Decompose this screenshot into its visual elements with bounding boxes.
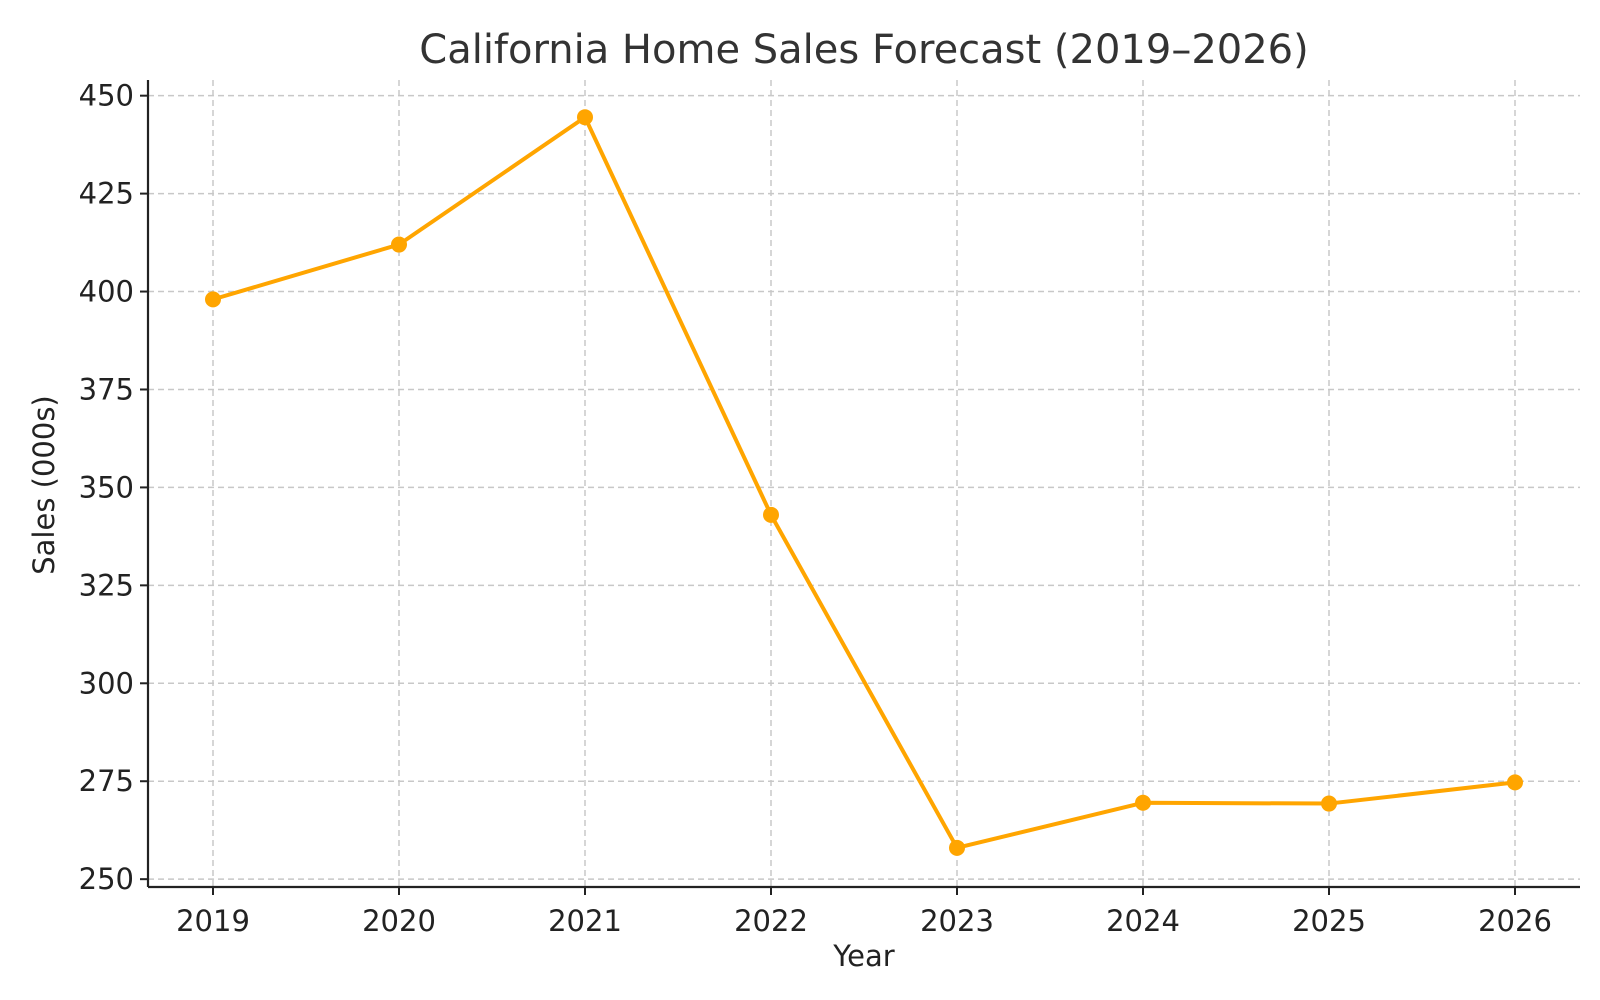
y-tick-label: 425 <box>79 177 134 211</box>
y-axis-ticks: 250 275 300 325 350 375 400 425 450 <box>79 79 148 896</box>
x-tick-label: 2019 <box>176 904 250 938</box>
series-line <box>211 115 1517 850</box>
y-tick-label: 325 <box>79 568 134 602</box>
grid <box>148 80 1580 887</box>
x-tick-label: 2023 <box>920 904 994 938</box>
x-tick-label: 2024 <box>1106 904 1180 938</box>
x-axis-ticks: 2019 2020 2021 2022 2023 2024 2025 2026 <box>176 887 1552 938</box>
data-point <box>1135 794 1151 811</box>
y-tick-label: 450 <box>79 79 134 113</box>
data-point <box>949 839 965 856</box>
x-tick-label: 2026 <box>1478 904 1552 938</box>
chart-title: California Home Sales Forecast (2019–202… <box>419 27 1308 73</box>
axes <box>146 80 1580 889</box>
y-tick-label: 275 <box>79 764 134 798</box>
data-point <box>763 506 779 523</box>
y-axis-label: Sales (000s) <box>27 395 61 575</box>
data-point <box>1507 774 1523 791</box>
data-point <box>577 109 593 126</box>
y-tick-label: 400 <box>79 275 134 309</box>
y-tick-label: 375 <box>79 372 134 406</box>
x-tick-label: 2021 <box>548 904 622 938</box>
y-tick-label: 250 <box>79 862 134 896</box>
data-point <box>205 291 221 308</box>
data-point <box>1321 795 1337 812</box>
y-tick-label: 350 <box>79 470 134 504</box>
x-tick-label: 2025 <box>1292 904 1366 938</box>
x-tick-label: 2022 <box>734 904 808 938</box>
x-tick-label: 2020 <box>362 904 436 938</box>
series <box>205 109 1523 856</box>
y-tick-label: 300 <box>79 666 134 700</box>
data-point <box>391 236 407 253</box>
x-axis-label: Year <box>832 939 894 973</box>
